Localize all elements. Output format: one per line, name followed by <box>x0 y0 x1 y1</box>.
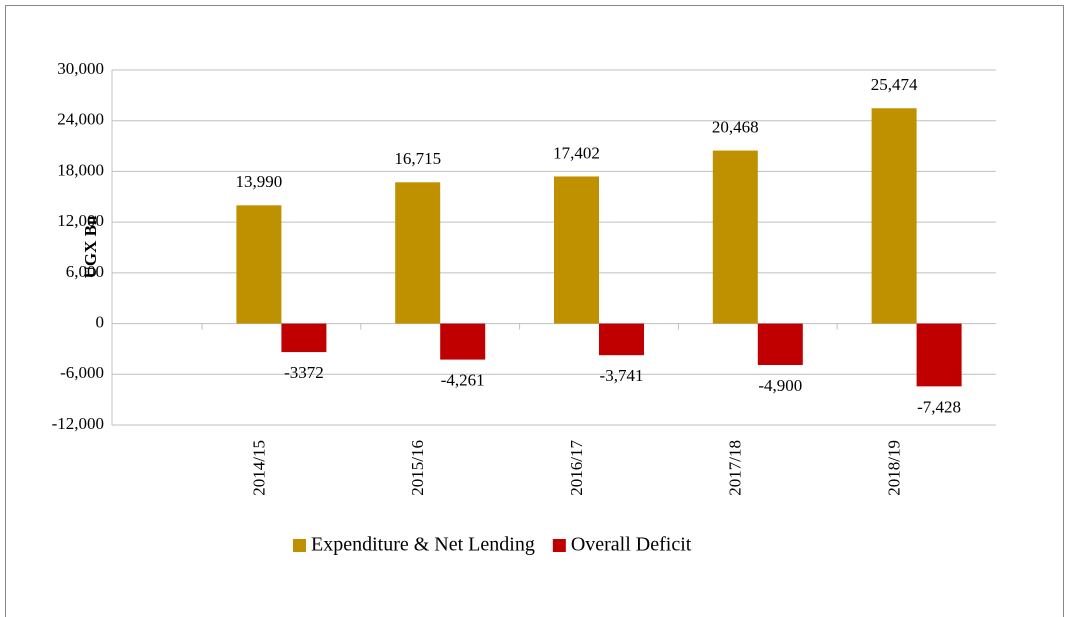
data-label: -3372 <box>284 363 324 382</box>
data-label: 25,474 <box>871 75 918 94</box>
data-label: 13,990 <box>236 172 283 191</box>
bar <box>440 323 486 360</box>
x-tick-label: 2017/18 <box>726 440 745 496</box>
x-tick-label: 2018/19 <box>885 440 904 496</box>
bar <box>916 323 962 387</box>
y-tick-label: 24,000 <box>57 110 104 129</box>
bar <box>554 176 599 324</box>
data-label: 16,715 <box>394 149 441 168</box>
bar <box>871 108 917 324</box>
y-tick-label: 30,000 <box>57 59 104 78</box>
legend-label: Overall Deficit <box>571 534 692 556</box>
y-tick-label: 6,000 <box>66 262 104 281</box>
data-label: 17,402 <box>553 143 600 162</box>
y-tick-label: -6,000 <box>60 363 104 382</box>
data-label: -3,741 <box>600 366 644 385</box>
bar <box>395 182 441 324</box>
bar <box>712 150 758 324</box>
bar <box>281 323 327 353</box>
y-tick-label: -12,000 <box>52 414 104 433</box>
data-label: -4,900 <box>758 376 802 395</box>
legend-swatch <box>293 539 306 552</box>
legend-label: Expenditure & Net Lending <box>311 534 535 556</box>
x-tick-label: 2015/16 <box>408 440 427 496</box>
bar <box>757 323 803 365</box>
bar <box>599 323 644 356</box>
y-axis-label: UGX Bn <box>81 215 100 278</box>
data-label: -4,261 <box>441 370 485 389</box>
x-tick-label: 2016/17 <box>567 440 586 496</box>
y-tick-label: 12,000 <box>57 211 104 230</box>
data-label: -7,428 <box>917 397 961 416</box>
x-tick-label: 2014/15 <box>249 440 268 496</box>
legend-swatch <box>552 539 566 552</box>
y-tick-label: 0 <box>96 312 105 331</box>
y-tick-label: 18,000 <box>57 160 104 179</box>
bar <box>236 205 282 324</box>
frame <box>5 5 1064 617</box>
data-label: 20,468 <box>712 117 759 136</box>
